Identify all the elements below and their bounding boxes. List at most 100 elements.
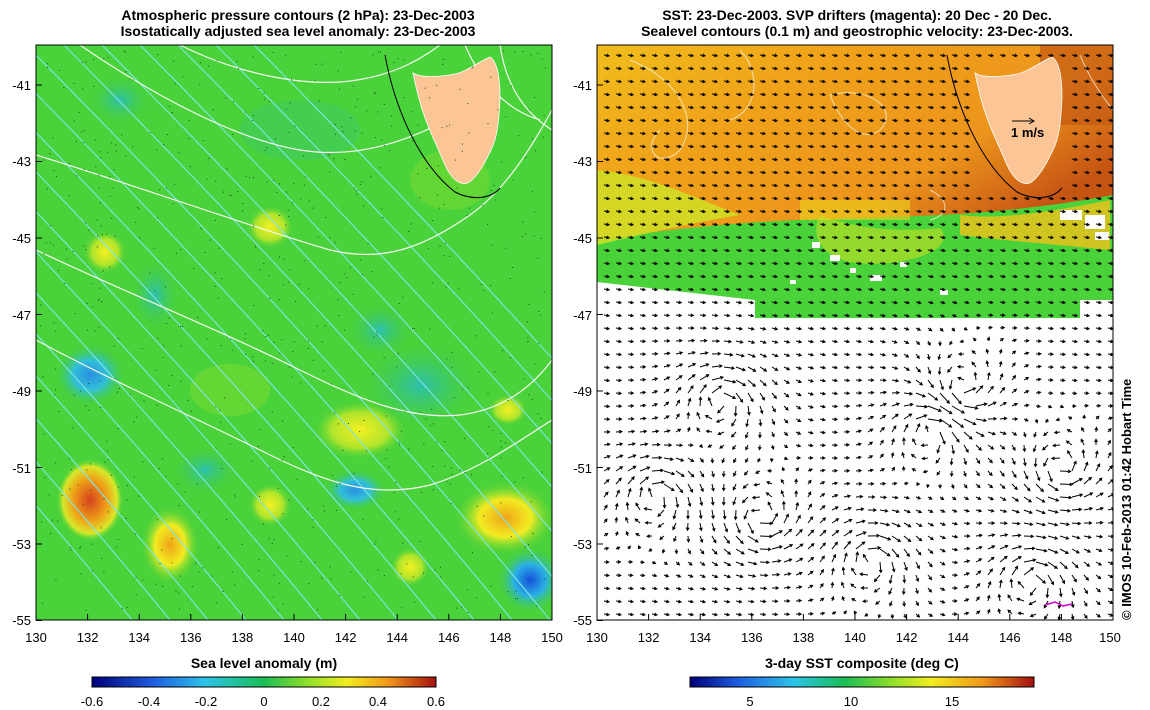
- velocity-arrow: [915, 495, 922, 500]
- velocity-arrow: [603, 53, 611, 58]
- grid-point-dot: [286, 555, 288, 557]
- velocity-arrow: [879, 209, 887, 214]
- velocity-arrow: [915, 613, 921, 618]
- velocity-arrow: [831, 553, 837, 563]
- grid-point-dot: [446, 358, 448, 360]
- right-x-tick: 138: [793, 630, 815, 645]
- left-x-tick: 136: [180, 630, 202, 645]
- velocity-arrow: [963, 572, 970, 576]
- grid-point-dot: [198, 511, 200, 513]
- velocity-arrow: [711, 235, 719, 240]
- velocity-arrow: [1083, 235, 1091, 240]
- velocity-arrow: [963, 521, 971, 526]
- grid-point-dot: [436, 194, 438, 196]
- velocity-arrow: [687, 586, 695, 591]
- velocity-arrow: [723, 92, 731, 97]
- velocity-arrow: [735, 248, 743, 253]
- velocity-arrow: [975, 248, 983, 253]
- velocity-arrow: [879, 468, 886, 472]
- grid-point-dot: [237, 191, 239, 193]
- velocity-arrow: [795, 287, 803, 292]
- velocity-arrow: [722, 509, 727, 520]
- velocity-arrow: [939, 92, 947, 97]
- velocity-arrow: [963, 209, 971, 214]
- grid-point-dot: [91, 543, 93, 545]
- velocity-arrow: [771, 530, 784, 537]
- velocity-arrow: [843, 468, 851, 473]
- velocity-arrow: [910, 453, 917, 459]
- velocity-arrow: [627, 612, 635, 617]
- velocity-arrow: [1095, 131, 1103, 136]
- grid-point-dot: [55, 389, 56, 391]
- grid-point-dot: [165, 476, 167, 478]
- velocity-arrow: [795, 585, 803, 589]
- velocity-arrow: [757, 457, 761, 463]
- grid-point-dot: [425, 418, 427, 420]
- velocity-arrow: [999, 521, 1008, 526]
- grid-point-dot: [330, 578, 332, 580]
- velocity-arrow: [753, 482, 761, 487]
- velocity-arrow: [1107, 261, 1113, 266]
- velocity-arrow: [999, 235, 1007, 240]
- velocity-arrow: [747, 248, 755, 253]
- velocity-arrow: [843, 261, 851, 266]
- velocity-arrow: [987, 313, 994, 318]
- grid-point-dot: [340, 51, 342, 53]
- velocity-arrow: [1059, 248, 1067, 253]
- velocity-arrow: [915, 170, 923, 175]
- velocity-arrow: [1107, 300, 1113, 305]
- velocity-arrow: [903, 379, 912, 384]
- velocity-arrow: [1107, 157, 1113, 162]
- velocity-arrow: [831, 209, 839, 214]
- velocity-arrow: [795, 209, 803, 214]
- velocity-arrow: [723, 561, 732, 566]
- grid-point-dot: [545, 67, 546, 69]
- velocity-arrow: [1107, 53, 1113, 58]
- velocity-arrow: [867, 352, 875, 357]
- grid-point-dot: [502, 350, 504, 352]
- velocity-arrow: [704, 415, 713, 420]
- grid-point-dot: [510, 85, 512, 87]
- velocity-arrow: [795, 571, 803, 576]
- velocity-arrow: [771, 431, 775, 438]
- velocity-arrow: [963, 546, 971, 551]
- grid-point-dot: [269, 467, 271, 469]
- velocity-arrow: [831, 170, 839, 175]
- velocity-arrow: [795, 366, 803, 370]
- grid-point-dot: [281, 459, 283, 461]
- velocity-arrow: [747, 599, 755, 604]
- velocity-arrow: [1033, 431, 1037, 438]
- velocity-arrow: [999, 416, 1008, 421]
- grid-point-dot: [103, 498, 105, 500]
- velocity-arrow: [639, 235, 647, 240]
- velocity-arrow: [603, 131, 611, 136]
- grid-point-dot: [339, 282, 341, 284]
- velocity-arrow: [1059, 196, 1067, 201]
- grid-point-dot: [102, 270, 104, 272]
- velocity-arrow: [639, 300, 647, 305]
- velocity-arrow: [915, 535, 923, 542]
- grid-point-dot: [180, 249, 182, 251]
- velocity-arrow: [1011, 313, 1018, 318]
- velocity-arrow: [603, 573, 610, 578]
- velocity-arrow: [627, 487, 632, 498]
- velocity-arrow: [843, 248, 851, 253]
- velocity-arrow: [843, 183, 851, 188]
- velocity-arrow: [891, 66, 899, 71]
- velocity-arrow: [663, 443, 673, 447]
- grid-point-dot: [100, 225, 102, 227]
- grid-point-dot: [279, 352, 281, 354]
- velocity-arrow: [831, 157, 839, 162]
- velocity-arrow: [735, 131, 743, 136]
- velocity-arrow: [1071, 287, 1079, 292]
- grid-point-dot: [165, 286, 166, 288]
- velocity-arrow: [877, 613, 882, 619]
- grid-point-dot: [156, 149, 158, 151]
- grid-point-dot: [86, 302, 88, 304]
- grid-point-dot: [271, 411, 273, 413]
- velocity-arrow: [1011, 362, 1016, 368]
- grid-point-dot: [268, 538, 270, 540]
- grid-point-dot: [79, 390, 81, 392]
- velocity-arrow: [879, 481, 887, 486]
- velocity-arrow: [795, 514, 801, 524]
